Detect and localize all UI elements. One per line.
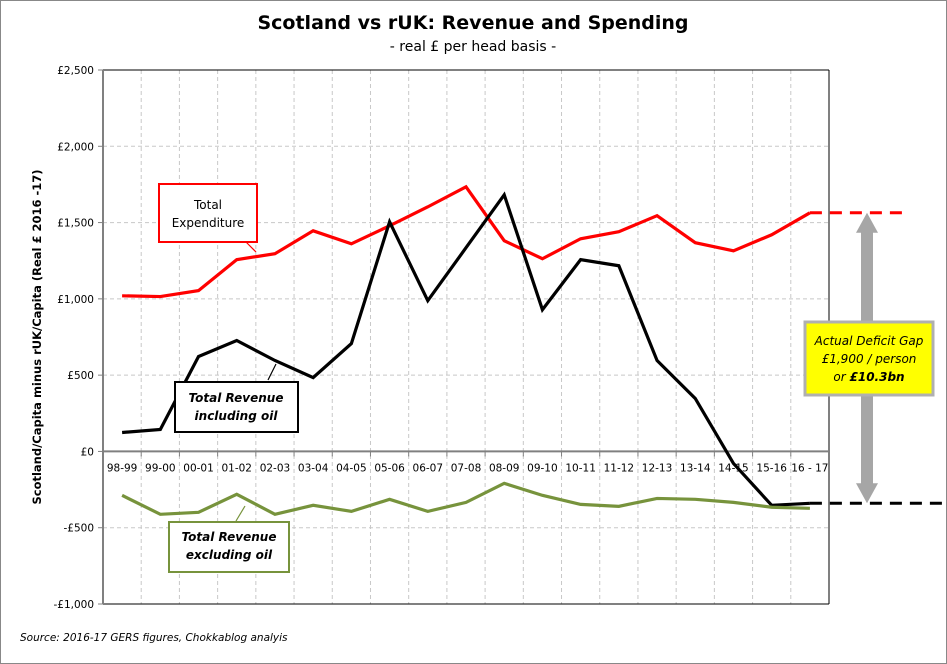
revenue-incl-pointer-arrow	[267, 363, 277, 381]
x-tick-label: 09-10	[527, 462, 558, 474]
x-tick-label: 01-02	[221, 462, 252, 474]
x-tick-label: 11-12	[604, 462, 635, 474]
chart-subtitle: - real £ per head basis -	[390, 39, 556, 55]
arrow-up-icon	[856, 212, 878, 233]
expenditure-label-box	[158, 183, 258, 243]
deficit-gap-line1: Actual Deficit Gap	[814, 334, 924, 348]
expenditure-pointer-arrow	[245, 241, 257, 253]
revenue-incl-label-line1: Total Revenue	[189, 391, 284, 405]
x-tick-label: 16 - 17	[791, 462, 828, 474]
deficit-gap-box	[803, 320, 935, 397]
x-tick-label: 02-03	[260, 462, 291, 474]
revenue-incl-label-box	[174, 381, 299, 433]
revenue-excl-label-line1: Total Revenue	[182, 530, 277, 544]
chart-title: Scotland vs rUK: Revenue and Spending	[257, 12, 688, 34]
x-tick-label: 05-06	[374, 462, 405, 474]
deficit-gap-line3: or £10.3bn	[833, 370, 904, 384]
y-axis-label: Scotland/Capita minus rUK/Capita (Real £…	[30, 169, 44, 504]
deficit-gap-total: £10.3bn	[850, 370, 905, 384]
x-tick-label: 98-99	[107, 462, 138, 474]
revenue-excl-label-line2: excluding oil	[186, 548, 273, 562]
deficit-gap-line2: £1,900 / person	[822, 352, 917, 366]
y-tick-label: £2,000	[57, 141, 94, 153]
expenditure-label-line1: Total	[193, 198, 222, 212]
x-tick-label: 13-14	[680, 462, 711, 474]
x-tick-label: 10-11	[565, 462, 596, 474]
y-tick-label: -£1,000	[53, 599, 94, 611]
expenditure-label-line2: Expenditure	[172, 216, 245, 230]
x-tick-label: 12-13	[642, 462, 673, 474]
x-tick-label: 03-04	[298, 462, 329, 474]
y-tick-label: £1,500	[57, 218, 94, 230]
deficit-gap-prefix: or	[833, 370, 849, 384]
x-tick-label: 06-07	[413, 462, 444, 474]
series-line-2	[121, 481, 810, 516]
y-tick-label: £2,500	[57, 65, 94, 77]
x-tick-label: 99-00	[145, 462, 176, 474]
x-tick-label: 00-01	[183, 462, 214, 474]
x-tick-label: 04-05	[336, 462, 367, 474]
revenue-excl-pointer-arrow	[235, 505, 246, 522]
y-tick-label: -£500	[63, 523, 94, 535]
y-tick-label: £0	[81, 446, 94, 458]
x-tick-label: 08-09	[489, 462, 520, 474]
revenue-incl-label-line2: including oil	[195, 409, 279, 423]
x-tick-label: 15-16	[756, 462, 787, 474]
y-tick-label: £500	[67, 370, 94, 382]
source-note: Source: 2016-17 GERS figures, Chokkablog…	[20, 632, 288, 644]
arrow-down-icon	[856, 483, 878, 504]
y-tick-label: £1,000	[57, 294, 94, 306]
x-tick-label: 07-08	[451, 462, 482, 474]
revenue-excl-label-box	[168, 521, 290, 573]
